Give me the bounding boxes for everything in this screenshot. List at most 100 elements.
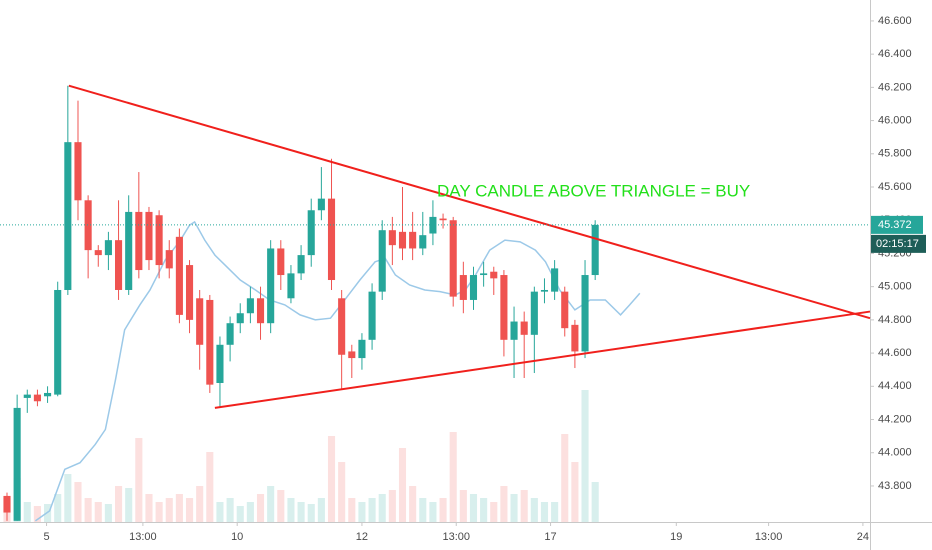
moving-average-line <box>34 220 641 522</box>
volume-bar <box>54 494 62 522</box>
volume-bar <box>378 494 386 522</box>
trendline <box>68 84 871 320</box>
volume-bar <box>267 486 275 522</box>
countdown-label: 02:15:17 <box>876 238 919 250</box>
volume-bar <box>307 504 315 522</box>
candle-body <box>145 211 153 261</box>
x-tick-label: 5 <box>43 531 49 543</box>
volume-bar <box>64 474 72 522</box>
volume-bar <box>23 502 31 522</box>
candle-body <box>175 236 183 315</box>
volume-bar <box>388 490 396 522</box>
candle-body <box>236 313 244 324</box>
candle-body <box>398 231 407 249</box>
volume-bar <box>571 462 579 522</box>
volume-bar <box>145 494 153 522</box>
volume-bar <box>449 432 457 522</box>
candle-body <box>348 351 356 359</box>
volume-bar <box>500 486 508 522</box>
candle-body <box>287 273 295 299</box>
y-tick-label: 46.600 <box>878 15 912 27</box>
x-tick-label: 10 <box>231 531 243 543</box>
volume-bar <box>419 498 427 522</box>
candle-body <box>459 275 467 300</box>
volume-bar <box>409 486 417 522</box>
candle-body <box>368 291 376 340</box>
volume-bar <box>165 498 173 522</box>
volume-bar <box>196 486 204 522</box>
volume-bar <box>348 498 356 522</box>
candle-body <box>307 210 315 256</box>
y-tick-label: 44.000 <box>878 447 912 459</box>
candle-body <box>94 250 102 256</box>
annotation: DAY CANDLE ABOVE TRIANGLE = BUY <box>437 181 750 200</box>
volume-bar <box>338 462 346 522</box>
x-tick-label: 13:00 <box>442 531 470 543</box>
candle-body <box>84 200 92 251</box>
volume-bar <box>216 502 224 522</box>
volume-bar <box>125 488 133 522</box>
candle-body <box>591 224 599 276</box>
x-tick-label: 13:00 <box>129 531 157 543</box>
volume-bar <box>236 506 244 522</box>
volume-bar <box>297 502 305 522</box>
candle-body <box>64 142 72 290</box>
countdown-box <box>871 234 926 253</box>
volume-bar <box>155 502 163 522</box>
candle-body <box>490 271 498 279</box>
volume-bar <box>520 490 528 522</box>
candle-body <box>165 250 173 269</box>
candle-body <box>104 240 112 256</box>
y-tick-label: 46.000 <box>878 114 912 126</box>
volume-bar <box>480 498 488 522</box>
candle-body <box>74 142 82 201</box>
volume-bar <box>317 498 325 522</box>
x-tick-label: 12 <box>356 531 368 543</box>
volume-bar <box>74 482 82 522</box>
candle-body <box>581 275 589 352</box>
y-tick-label: 44.600 <box>878 347 912 359</box>
candle-body <box>530 291 538 335</box>
volume-bar <box>510 494 518 522</box>
volume-bar <box>551 502 559 522</box>
candle-body <box>327 198 336 281</box>
y-tick-label: 44.200 <box>878 413 912 425</box>
volume-bar <box>540 502 549 522</box>
candle-body <box>388 230 396 246</box>
candle-body <box>378 230 386 292</box>
volume-bar <box>368 498 376 522</box>
volume-bar <box>581 390 589 522</box>
candle-body <box>185 265 194 320</box>
x-tick-label: 19 <box>670 531 682 543</box>
candle-body <box>13 407 21 521</box>
candle-body <box>439 218 447 221</box>
last-price-box <box>871 215 923 234</box>
candle-body <box>358 339 366 359</box>
candle-body <box>216 344 224 383</box>
volume-bar <box>439 498 447 522</box>
candle-body <box>510 321 518 340</box>
candle-body <box>206 299 214 385</box>
volume-bar <box>358 502 366 522</box>
volume-bar <box>114 486 123 522</box>
volume-bar <box>398 448 407 522</box>
candle-body <box>540 289 549 292</box>
candle-body <box>317 198 325 211</box>
volume-bar <box>33 506 41 522</box>
candle-body <box>480 273 488 276</box>
candle-body <box>297 255 305 274</box>
candle-body <box>23 394 31 398</box>
volume-bar <box>175 494 183 522</box>
x-tick-label: 17 <box>544 531 556 543</box>
volume-bar <box>591 482 599 522</box>
candle-body <box>419 235 427 249</box>
volume-bar <box>327 436 336 522</box>
candle-body <box>155 215 163 266</box>
candle-body <box>469 275 478 300</box>
volume-bar <box>94 502 102 522</box>
volume-bar <box>135 438 143 522</box>
volume-bar <box>429 502 437 522</box>
volume-bar <box>287 498 295 522</box>
